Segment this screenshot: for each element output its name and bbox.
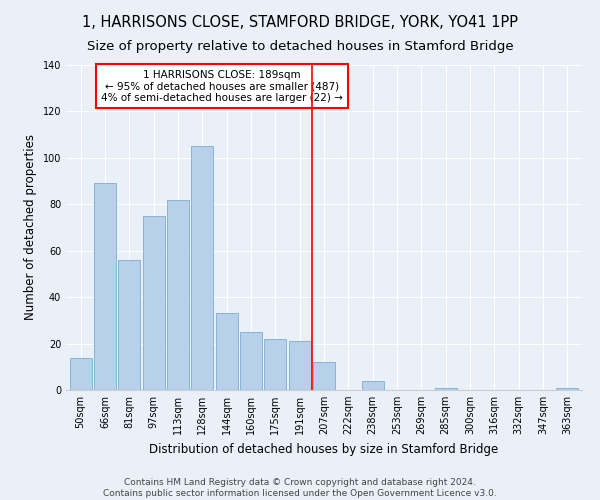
Text: 1 HARRISONS CLOSE: 189sqm
← 95% of detached houses are smaller (487)
4% of semi-: 1 HARRISONS CLOSE: 189sqm ← 95% of detac… (101, 70, 343, 103)
Bar (70, 358, 92, 390)
Bar (289, 342, 311, 390)
Bar (215, 314, 238, 390)
Bar (167, 200, 189, 390)
Bar (191, 146, 213, 390)
Text: Contains HM Land Registry data © Crown copyright and database right 2024.
Contai: Contains HM Land Registry data © Crown c… (103, 478, 497, 498)
Y-axis label: Number of detached properties: Number of detached properties (24, 134, 37, 320)
Bar (118, 260, 140, 390)
Bar (265, 339, 286, 390)
Bar (313, 362, 335, 390)
Bar (556, 388, 578, 390)
X-axis label: Distribution of detached houses by size in Stamford Bridge: Distribution of detached houses by size … (149, 442, 499, 456)
Bar (435, 388, 457, 390)
Text: Size of property relative to detached houses in Stamford Bridge: Size of property relative to detached ho… (86, 40, 514, 53)
Bar (362, 380, 383, 390)
Bar (94, 184, 116, 390)
Bar (240, 332, 262, 390)
Bar (143, 216, 164, 390)
Text: 1, HARRISONS CLOSE, STAMFORD BRIDGE, YORK, YO41 1PP: 1, HARRISONS CLOSE, STAMFORD BRIDGE, YOR… (82, 15, 518, 30)
